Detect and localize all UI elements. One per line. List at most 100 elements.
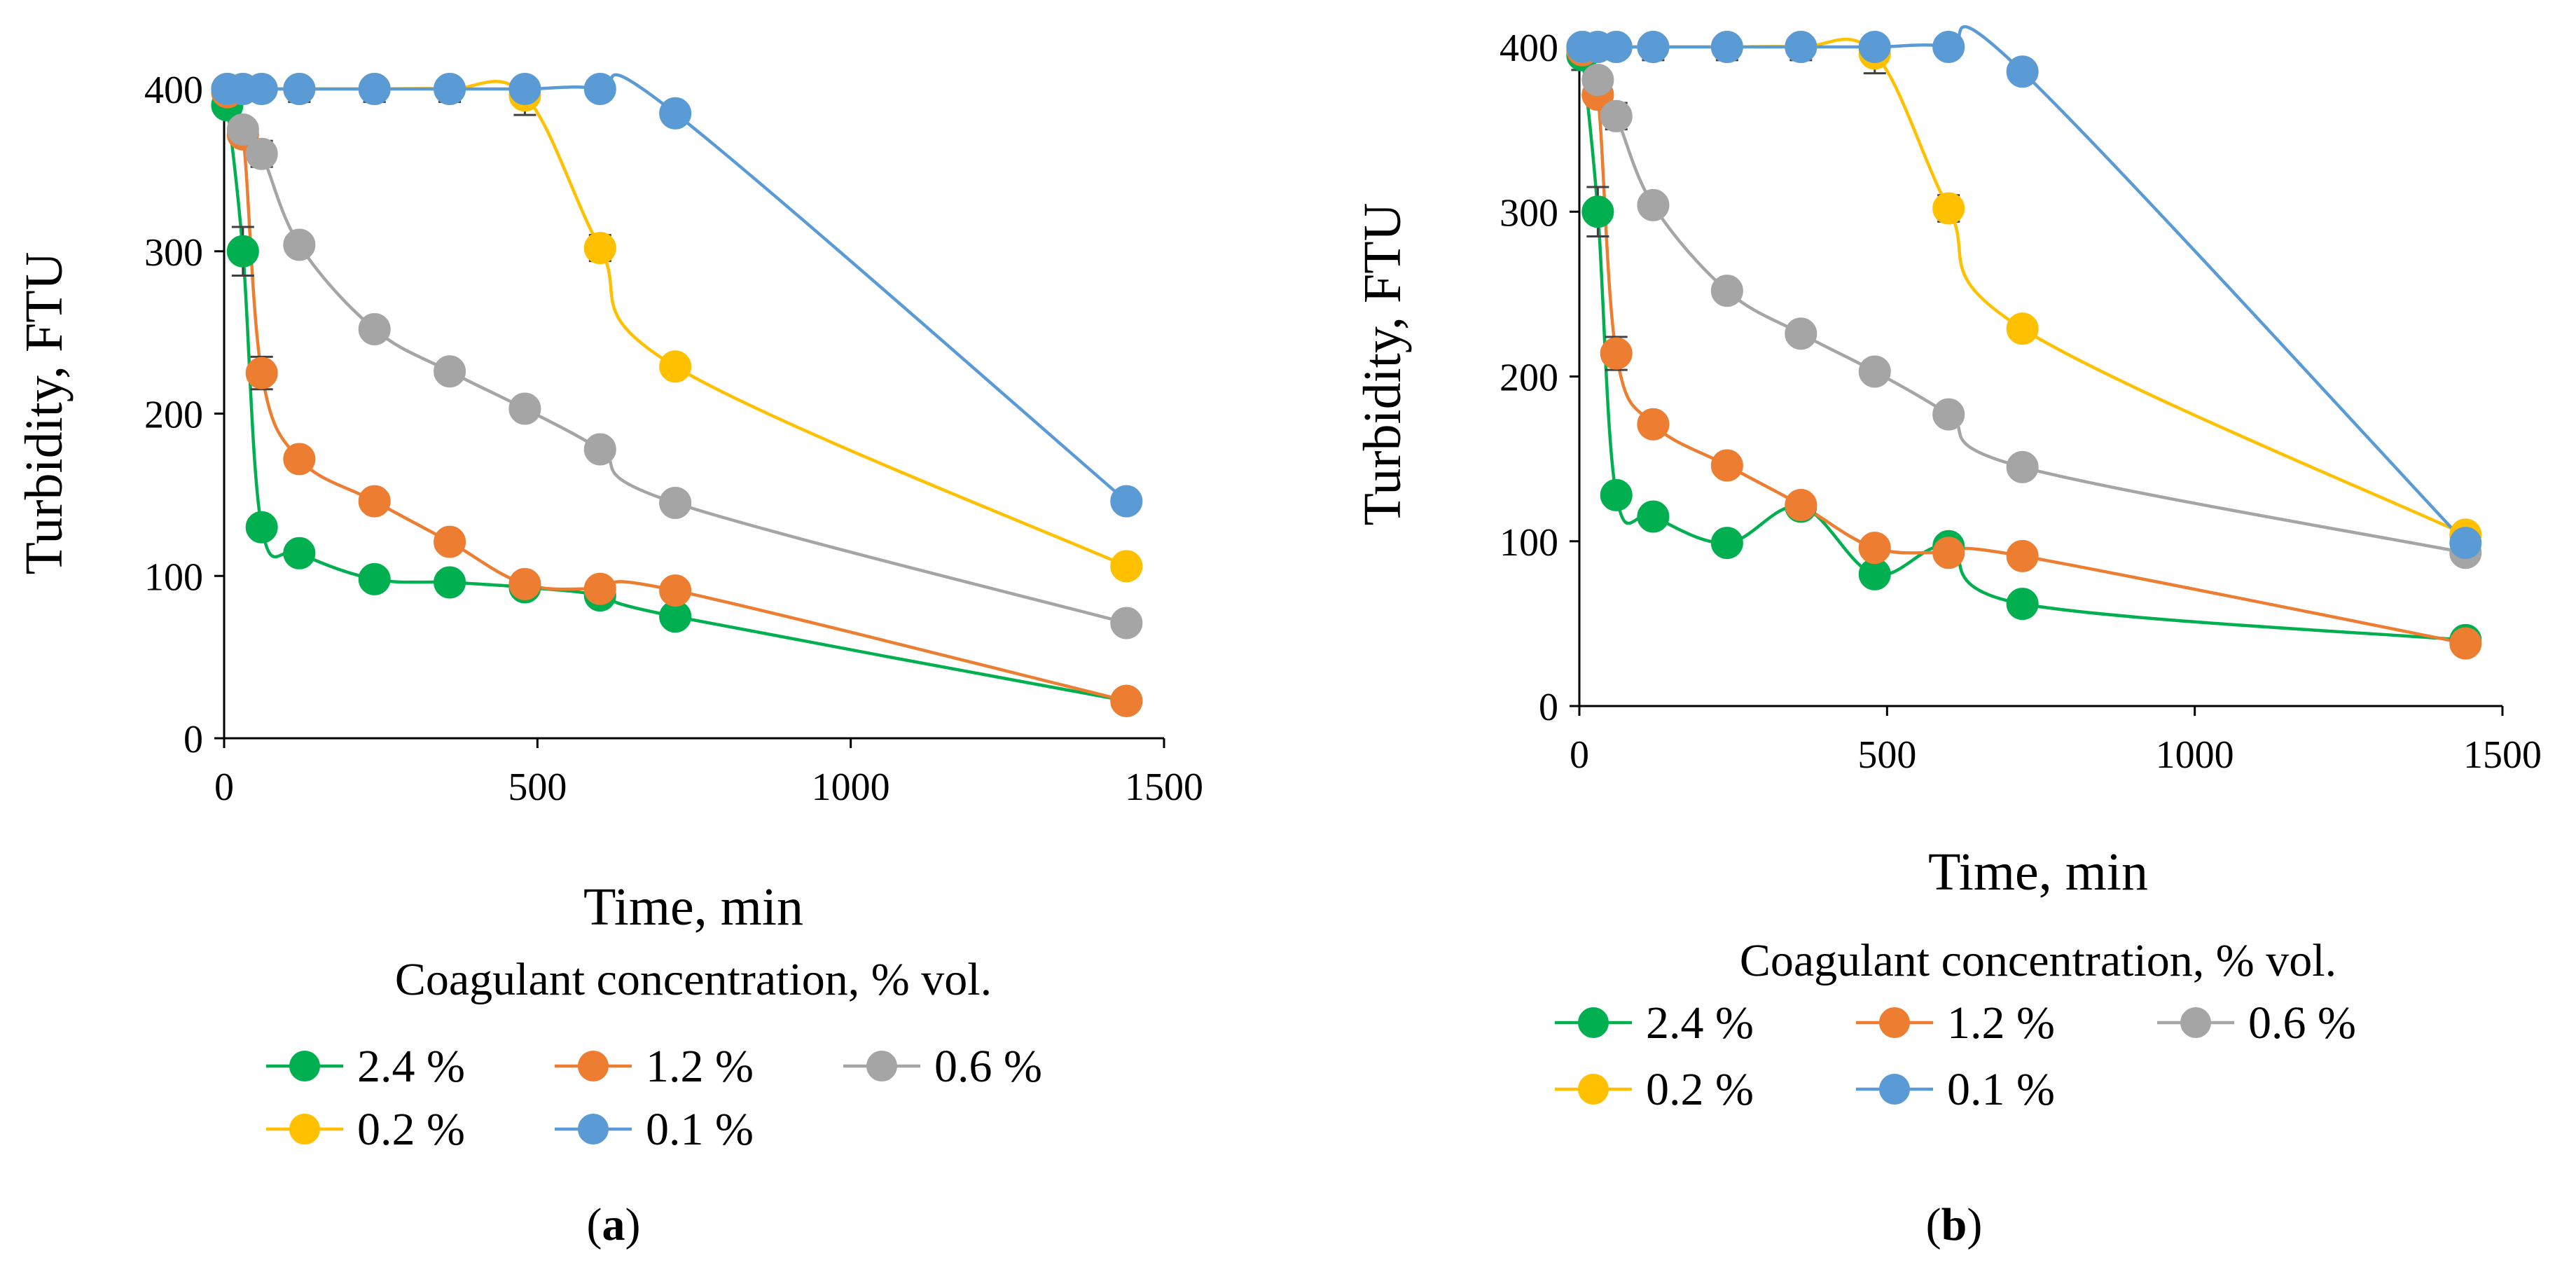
legend-title: Coagulant concentration, % vol. [395, 954, 992, 1005]
legend-item: 1.2 % [1856, 997, 2055, 1049]
data-point [1932, 31, 1965, 63]
data-point [1637, 31, 1670, 63]
data-point [358, 562, 391, 595]
series-line-01 [227, 73, 1128, 503]
data-point [434, 355, 466, 388]
data-point [434, 525, 466, 558]
data-point [1600, 99, 1633, 132]
legend-marker [289, 1051, 320, 1081]
data-point [245, 137, 278, 170]
data-point [2449, 527, 2482, 560]
x-tick-label: 1000 [2156, 733, 2234, 777]
y-tick-label: 300 [1500, 191, 1558, 235]
data-point [1600, 337, 1633, 370]
data-point [508, 567, 541, 600]
data-point [358, 485, 391, 518]
data-point [583, 73, 616, 105]
legend-label: 2.4 % [357, 1041, 465, 1092]
data-point [1637, 188, 1670, 221]
data-point [283, 443, 316, 476]
data-point [583, 433, 616, 466]
data-point [1600, 478, 1633, 511]
data-point [508, 73, 541, 105]
legend-marker [1879, 1074, 1910, 1105]
legend-label: 0.1 % [1947, 1064, 2055, 1115]
data-point [434, 566, 466, 599]
data-point [2006, 450, 2039, 483]
data-point [2449, 627, 2482, 660]
data-point [508, 392, 541, 425]
data-point [358, 73, 391, 105]
legend-item: 1.2 % [555, 1041, 754, 1092]
legend-marker [866, 1051, 897, 1081]
data-point [1858, 532, 1891, 565]
data-point [659, 97, 692, 130]
data-point [1637, 408, 1670, 441]
data-point [1932, 537, 1965, 569]
legend-label: 2.4 % [1646, 997, 1754, 1049]
y-tick-label: 300 [144, 231, 203, 275]
legend-label: 0.1 % [646, 1104, 754, 1155]
data-point [1785, 488, 1817, 521]
data-point [1932, 398, 1965, 431]
data-point [1110, 550, 1143, 583]
legend-label: 1.2 % [1947, 997, 2055, 1049]
data-point [283, 228, 316, 261]
legend-marker [1879, 1007, 1910, 1038]
y-axis-title: Turbidity, FTU [1353, 202, 1412, 525]
legend-marker [578, 1051, 609, 1081]
series-line-24 [226, 104, 1127, 703]
x-tick-label: 0 [214, 766, 234, 809]
panel-label: (a) [587, 1199, 641, 1250]
y-tick-label: 100 [1500, 521, 1558, 565]
data-point [1110, 684, 1143, 717]
data-point [245, 357, 278, 389]
y-tick-label: 400 [1500, 27, 1558, 70]
data-point [1600, 31, 1633, 63]
data-point [1110, 485, 1143, 518]
legend-item: 0.6 % [2157, 997, 2356, 1049]
data-point [1710, 449, 1743, 482]
legend-label: 0.2 % [1646, 1064, 1754, 1115]
legend-item: 2.4 % [266, 1041, 465, 1092]
data-point [1710, 31, 1743, 63]
legend-label: 1.2 % [646, 1041, 754, 1092]
legend-item: 0.1 % [555, 1104, 754, 1155]
y-tick-label: 0 [1539, 686, 1558, 729]
data-point [1785, 317, 1817, 350]
data-point [1785, 31, 1817, 63]
x-tick-label: 1000 [812, 766, 890, 809]
y-tick-label: 200 [1500, 357, 1558, 400]
data-point [659, 350, 692, 383]
x-tick-label: 1500 [1125, 766, 1203, 809]
data-point [226, 235, 259, 268]
y-tick-label: 100 [144, 555, 203, 599]
x-tick-label: 1500 [2463, 733, 2542, 777]
y-tick-label: 200 [144, 394, 203, 437]
legend-label: 0.6 % [934, 1041, 1042, 1092]
legend-item: 0.2 % [1555, 1064, 1754, 1115]
legend-item: 0.1 % [1856, 1064, 2055, 1115]
data-point [1858, 31, 1891, 63]
chart-panel-b: 0 100 200 300 400 0 500 1000 1500 Time, min Turbid… [1353, 25, 2542, 1250]
data-point [659, 574, 692, 607]
x-axis-title: Time, min [583, 878, 803, 936]
legend-marker [578, 1114, 609, 1145]
data-point [659, 486, 692, 519]
legend-marker [2180, 1007, 2211, 1038]
data-point [226, 113, 259, 146]
x-axis-title: Time, min [1928, 843, 2148, 901]
y-tick-label: 400 [144, 69, 203, 112]
data-point [358, 312, 391, 345]
chart-panel-a: 0 100 200 300 400 0 500 1000 1500 Time, min Turbid… [15, 69, 1203, 1250]
legend-item: 0.2 % [266, 1104, 465, 1155]
data-point [2006, 312, 2039, 345]
data-point [583, 232, 616, 265]
x-tick-label: 0 [1570, 733, 1589, 777]
legend-marker [1578, 1074, 1609, 1105]
legend-label: 0.2 % [357, 1104, 465, 1155]
x-tick-label: 500 [508, 766, 567, 809]
data-point [2006, 55, 2039, 88]
data-point [283, 73, 316, 105]
